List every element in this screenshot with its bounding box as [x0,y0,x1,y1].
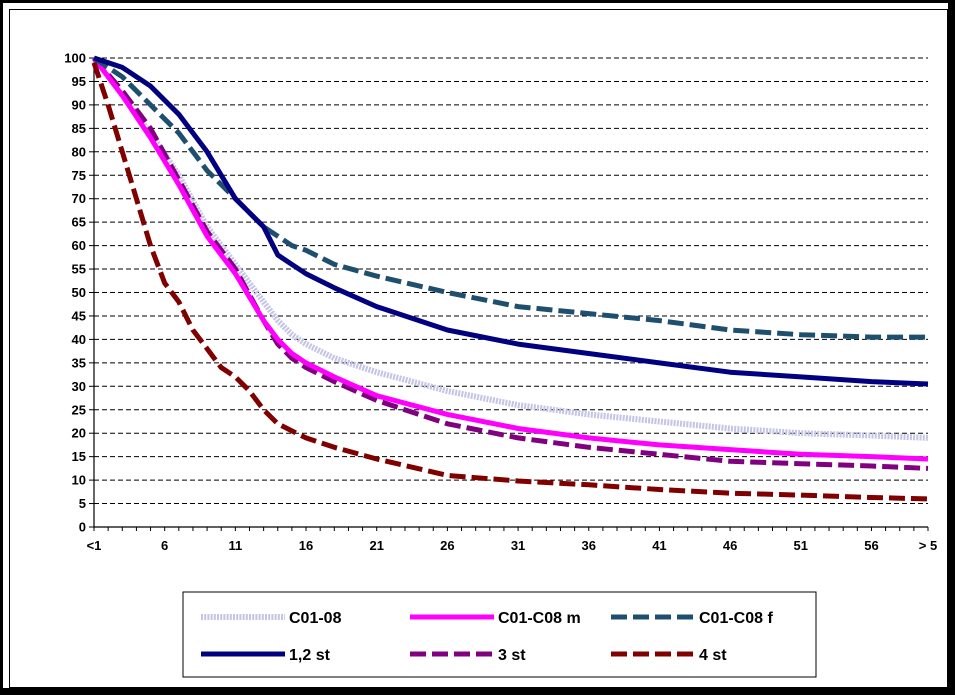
y-tick-label: 80 [72,144,86,159]
x-tick-label: 51 [794,538,808,553]
series-lines [91,55,929,502]
x-tick-label: 46 [723,538,737,553]
x-tick-label: > 5 [919,538,937,553]
chart-area-border [9,9,948,688]
y-tick-label: 60 [72,238,86,253]
y-tick-label: 55 [72,262,86,277]
legend-label-4: 3 st [498,647,526,664]
y-tick-label: 10 [72,473,86,488]
y-tick-label: 5 [79,496,86,511]
y-tick-label: 40 [72,332,86,347]
y-tick-label: 25 [72,402,86,417]
axes: 0 5 10 15 20 25 30 35 40 45 50 55 60 65 70 75 80 85 90 95 10… [64,51,937,554]
y-tick-label: 65 [72,215,86,230]
legend: C01-08 C01-C08 m C01-C08 f 1,2 st 3 st 4 st [182,591,817,678]
series-line-5 [91,61,929,502]
legend-box [182,591,817,678]
series-line-2 [92,55,928,340]
y-tick-label: 70 [72,191,86,206]
legend-label-3: 1,2 st [289,647,331,664]
x-tick-label: 16 [299,538,313,553]
x-tick-label: <1 [87,538,102,553]
y-tick-label: 50 [72,285,86,300]
y-tick-label: 95 [72,74,86,89]
y-tick-label: 90 [72,97,86,112]
x-tick-label: 21 [369,538,383,553]
series-line-3 [93,55,929,387]
series-line-4 [92,56,929,471]
x-tick-label: 31 [511,538,525,553]
legend-label-2: C01-C08 f [699,610,773,627]
y-tick-label: 75 [72,168,86,183]
legend-label-1: C01-C08 m [498,610,581,627]
legend-label-5: 4 st [699,647,727,664]
y-tick-label: 15 [72,449,86,464]
y-tick-label: 20 [72,426,86,441]
y-tick-label: 100 [64,51,86,66]
y-tick-label: 35 [72,355,86,370]
x-tick-label: 41 [652,538,666,553]
x-tick-label: 11 [228,538,242,553]
y-tick-label: 85 [72,121,86,136]
x-tick-label: 26 [440,538,454,553]
y-tick-label: 45 [72,308,86,323]
x-tick-label: 56 [864,538,878,553]
x-tick-label: 6 [161,538,168,553]
y-tick-label: 30 [72,379,86,394]
legend-label-0: C01-08 [289,610,342,627]
y-tick-label: 0 [79,520,86,535]
x-tick-label: 36 [582,538,596,553]
series-line-1 [92,56,929,462]
